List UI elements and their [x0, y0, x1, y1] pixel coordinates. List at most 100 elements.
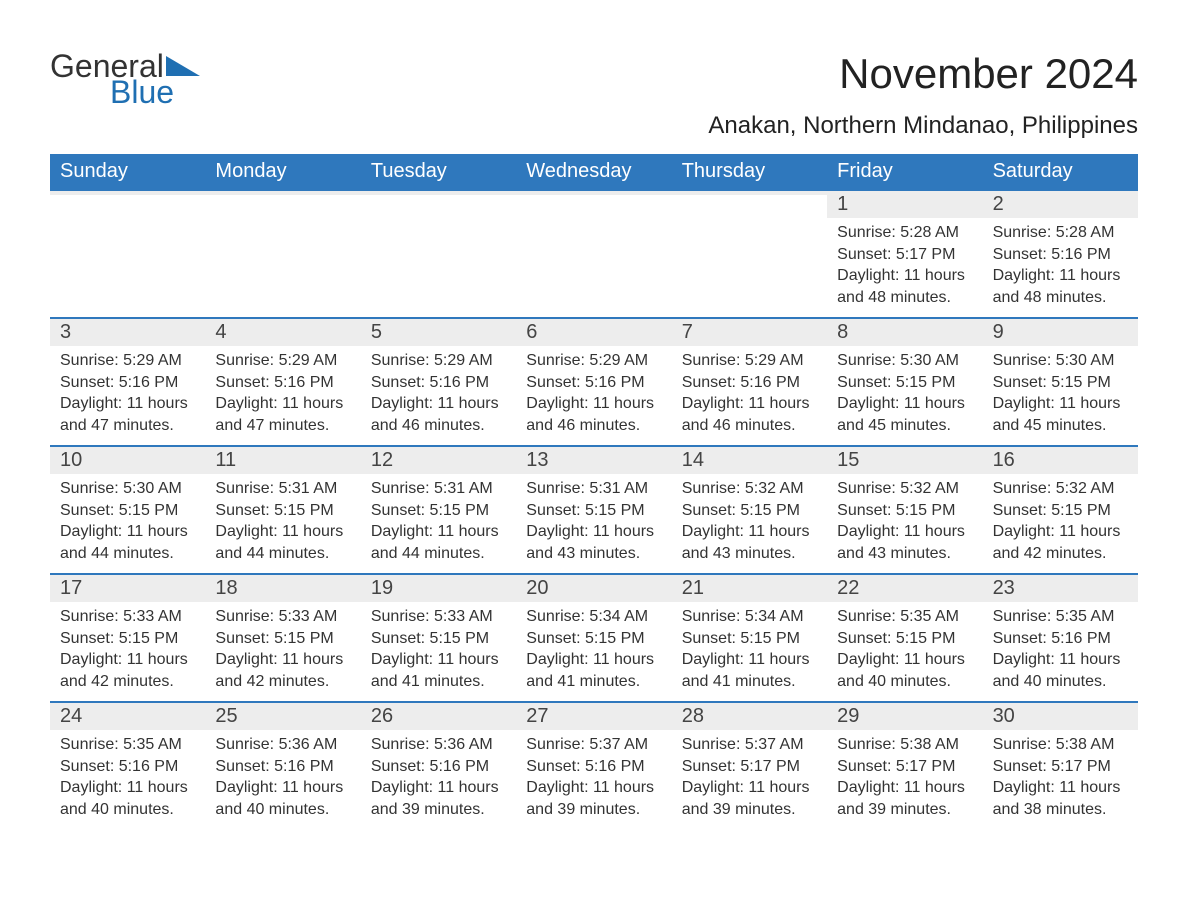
daylight-text: Daylight: 11 hours and 44 minutes.	[371, 521, 506, 564]
sunset-text: Sunset: 5:15 PM	[837, 500, 972, 522]
day-number: 13	[516, 447, 671, 474]
day-cell: 1Sunrise: 5:28 AMSunset: 5:17 PMDaylight…	[827, 191, 982, 317]
weekday-cell: Saturday	[983, 154, 1138, 189]
daylight-text: Daylight: 11 hours and 43 minutes.	[837, 521, 972, 564]
day-cell: 2Sunrise: 5:28 AMSunset: 5:16 PMDaylight…	[983, 191, 1138, 317]
daylight-text: Daylight: 11 hours and 41 minutes.	[371, 649, 506, 692]
day-cell: 3Sunrise: 5:29 AMSunset: 5:16 PMDaylight…	[50, 319, 205, 445]
title-block: November 2024 Anakan, Northern Mindanao,…	[708, 50, 1138, 140]
sunrise-text: Sunrise: 5:37 AM	[682, 734, 817, 756]
daylight-text: Daylight: 11 hours and 41 minutes.	[682, 649, 817, 692]
day-number: 19	[361, 575, 516, 602]
day-body: Sunrise: 5:33 AMSunset: 5:15 PMDaylight:…	[205, 602, 360, 698]
day-cell: 13Sunrise: 5:31 AMSunset: 5:15 PMDayligh…	[516, 447, 671, 573]
day-body: Sunrise: 5:38 AMSunset: 5:17 PMDaylight:…	[983, 730, 1138, 826]
sunrise-text: Sunrise: 5:33 AM	[60, 606, 195, 628]
day-body: Sunrise: 5:38 AMSunset: 5:17 PMDaylight:…	[827, 730, 982, 826]
day-number: 24	[50, 703, 205, 730]
sunset-text: Sunset: 5:15 PM	[526, 500, 661, 522]
sunrise-text: Sunrise: 5:29 AM	[371, 350, 506, 372]
sunset-text: Sunset: 5:16 PM	[60, 372, 195, 394]
logo-triangle-icon	[166, 56, 200, 76]
sunset-text: Sunset: 5:15 PM	[371, 628, 506, 650]
day-number: 6	[516, 319, 671, 346]
day-body	[361, 195, 516, 205]
weekday-cell: Tuesday	[361, 154, 516, 189]
day-number: 14	[672, 447, 827, 474]
day-cell: 11Sunrise: 5:31 AMSunset: 5:15 PMDayligh…	[205, 447, 360, 573]
weekday-cell: Sunday	[50, 154, 205, 189]
day-number: 26	[361, 703, 516, 730]
day-body: Sunrise: 5:28 AMSunset: 5:16 PMDaylight:…	[983, 218, 1138, 314]
logo-blue-text: Blue	[110, 76, 200, 108]
weekday-cell: Thursday	[672, 154, 827, 189]
day-body: Sunrise: 5:36 AMSunset: 5:16 PMDaylight:…	[361, 730, 516, 826]
sunrise-text: Sunrise: 5:32 AM	[993, 478, 1128, 500]
day-number: 18	[205, 575, 360, 602]
day-body: Sunrise: 5:35 AMSunset: 5:16 PMDaylight:…	[983, 602, 1138, 698]
sunset-text: Sunset: 5:15 PM	[60, 500, 195, 522]
sunset-text: Sunset: 5:15 PM	[993, 500, 1128, 522]
day-cell	[361, 191, 516, 317]
day-cell: 16Sunrise: 5:32 AMSunset: 5:15 PMDayligh…	[983, 447, 1138, 573]
week-row: 17Sunrise: 5:33 AMSunset: 5:15 PMDayligh…	[50, 573, 1138, 701]
day-number: 3	[50, 319, 205, 346]
weekday-cell: Monday	[205, 154, 360, 189]
sunrise-text: Sunrise: 5:31 AM	[371, 478, 506, 500]
day-number: 29	[827, 703, 982, 730]
sunrise-text: Sunrise: 5:35 AM	[993, 606, 1128, 628]
day-cell: 26Sunrise: 5:36 AMSunset: 5:16 PMDayligh…	[361, 703, 516, 829]
sunrise-text: Sunrise: 5:31 AM	[526, 478, 661, 500]
week-row: 24Sunrise: 5:35 AMSunset: 5:16 PMDayligh…	[50, 701, 1138, 829]
sunrise-text: Sunrise: 5:30 AM	[837, 350, 972, 372]
day-cell: 15Sunrise: 5:32 AMSunset: 5:15 PMDayligh…	[827, 447, 982, 573]
sunset-text: Sunset: 5:15 PM	[371, 500, 506, 522]
day-cell: 7Sunrise: 5:29 AMSunset: 5:16 PMDaylight…	[672, 319, 827, 445]
sunrise-text: Sunrise: 5:36 AM	[371, 734, 506, 756]
sunset-text: Sunset: 5:16 PM	[371, 372, 506, 394]
day-body: Sunrise: 5:30 AMSunset: 5:15 PMDaylight:…	[827, 346, 982, 442]
day-body: Sunrise: 5:29 AMSunset: 5:16 PMDaylight:…	[672, 346, 827, 442]
day-cell	[672, 191, 827, 317]
sunset-text: Sunset: 5:16 PM	[526, 756, 661, 778]
day-body: Sunrise: 5:37 AMSunset: 5:16 PMDaylight:…	[516, 730, 671, 826]
daylight-text: Daylight: 11 hours and 39 minutes.	[837, 777, 972, 820]
sunset-text: Sunset: 5:15 PM	[215, 500, 350, 522]
day-body: Sunrise: 5:30 AMSunset: 5:15 PMDaylight:…	[983, 346, 1138, 442]
sunrise-text: Sunrise: 5:29 AM	[215, 350, 350, 372]
day-body: Sunrise: 5:31 AMSunset: 5:15 PMDaylight:…	[361, 474, 516, 570]
daylight-text: Daylight: 11 hours and 39 minutes.	[371, 777, 506, 820]
day-body: Sunrise: 5:31 AMSunset: 5:15 PMDaylight:…	[516, 474, 671, 570]
daylight-text: Daylight: 11 hours and 40 minutes.	[215, 777, 350, 820]
day-cell: 23Sunrise: 5:35 AMSunset: 5:16 PMDayligh…	[983, 575, 1138, 701]
day-cell: 6Sunrise: 5:29 AMSunset: 5:16 PMDaylight…	[516, 319, 671, 445]
day-cell: 21Sunrise: 5:34 AMSunset: 5:15 PMDayligh…	[672, 575, 827, 701]
sunrise-text: Sunrise: 5:28 AM	[993, 222, 1128, 244]
sunrise-text: Sunrise: 5:28 AM	[837, 222, 972, 244]
weekday-header-row: SundayMondayTuesdayWednesdayThursdayFrid…	[50, 154, 1138, 189]
sunset-text: Sunset: 5:16 PM	[371, 756, 506, 778]
sunset-text: Sunset: 5:16 PM	[993, 628, 1128, 650]
sunset-text: Sunset: 5:15 PM	[682, 500, 817, 522]
week-row: 10Sunrise: 5:30 AMSunset: 5:15 PMDayligh…	[50, 445, 1138, 573]
day-body: Sunrise: 5:29 AMSunset: 5:16 PMDaylight:…	[361, 346, 516, 442]
sunset-text: Sunset: 5:16 PM	[682, 372, 817, 394]
day-body: Sunrise: 5:33 AMSunset: 5:15 PMDaylight:…	[361, 602, 516, 698]
day-number: 5	[361, 319, 516, 346]
day-number: 23	[983, 575, 1138, 602]
daylight-text: Daylight: 11 hours and 45 minutes.	[993, 393, 1128, 436]
daylight-text: Daylight: 11 hours and 40 minutes.	[837, 649, 972, 692]
day-body: Sunrise: 5:29 AMSunset: 5:16 PMDaylight:…	[516, 346, 671, 442]
weekday-cell: Wednesday	[516, 154, 671, 189]
daylight-text: Daylight: 11 hours and 48 minutes.	[837, 265, 972, 308]
daylight-text: Daylight: 11 hours and 38 minutes.	[993, 777, 1128, 820]
weekday-cell: Friday	[827, 154, 982, 189]
sunrise-text: Sunrise: 5:29 AM	[526, 350, 661, 372]
day-cell: 27Sunrise: 5:37 AMSunset: 5:16 PMDayligh…	[516, 703, 671, 829]
sunrise-text: Sunrise: 5:33 AM	[215, 606, 350, 628]
day-body: Sunrise: 5:31 AMSunset: 5:15 PMDaylight:…	[205, 474, 360, 570]
day-body: Sunrise: 5:28 AMSunset: 5:17 PMDaylight:…	[827, 218, 982, 314]
daylight-text: Daylight: 11 hours and 40 minutes.	[993, 649, 1128, 692]
sunrise-text: Sunrise: 5:29 AM	[682, 350, 817, 372]
day-number: 10	[50, 447, 205, 474]
